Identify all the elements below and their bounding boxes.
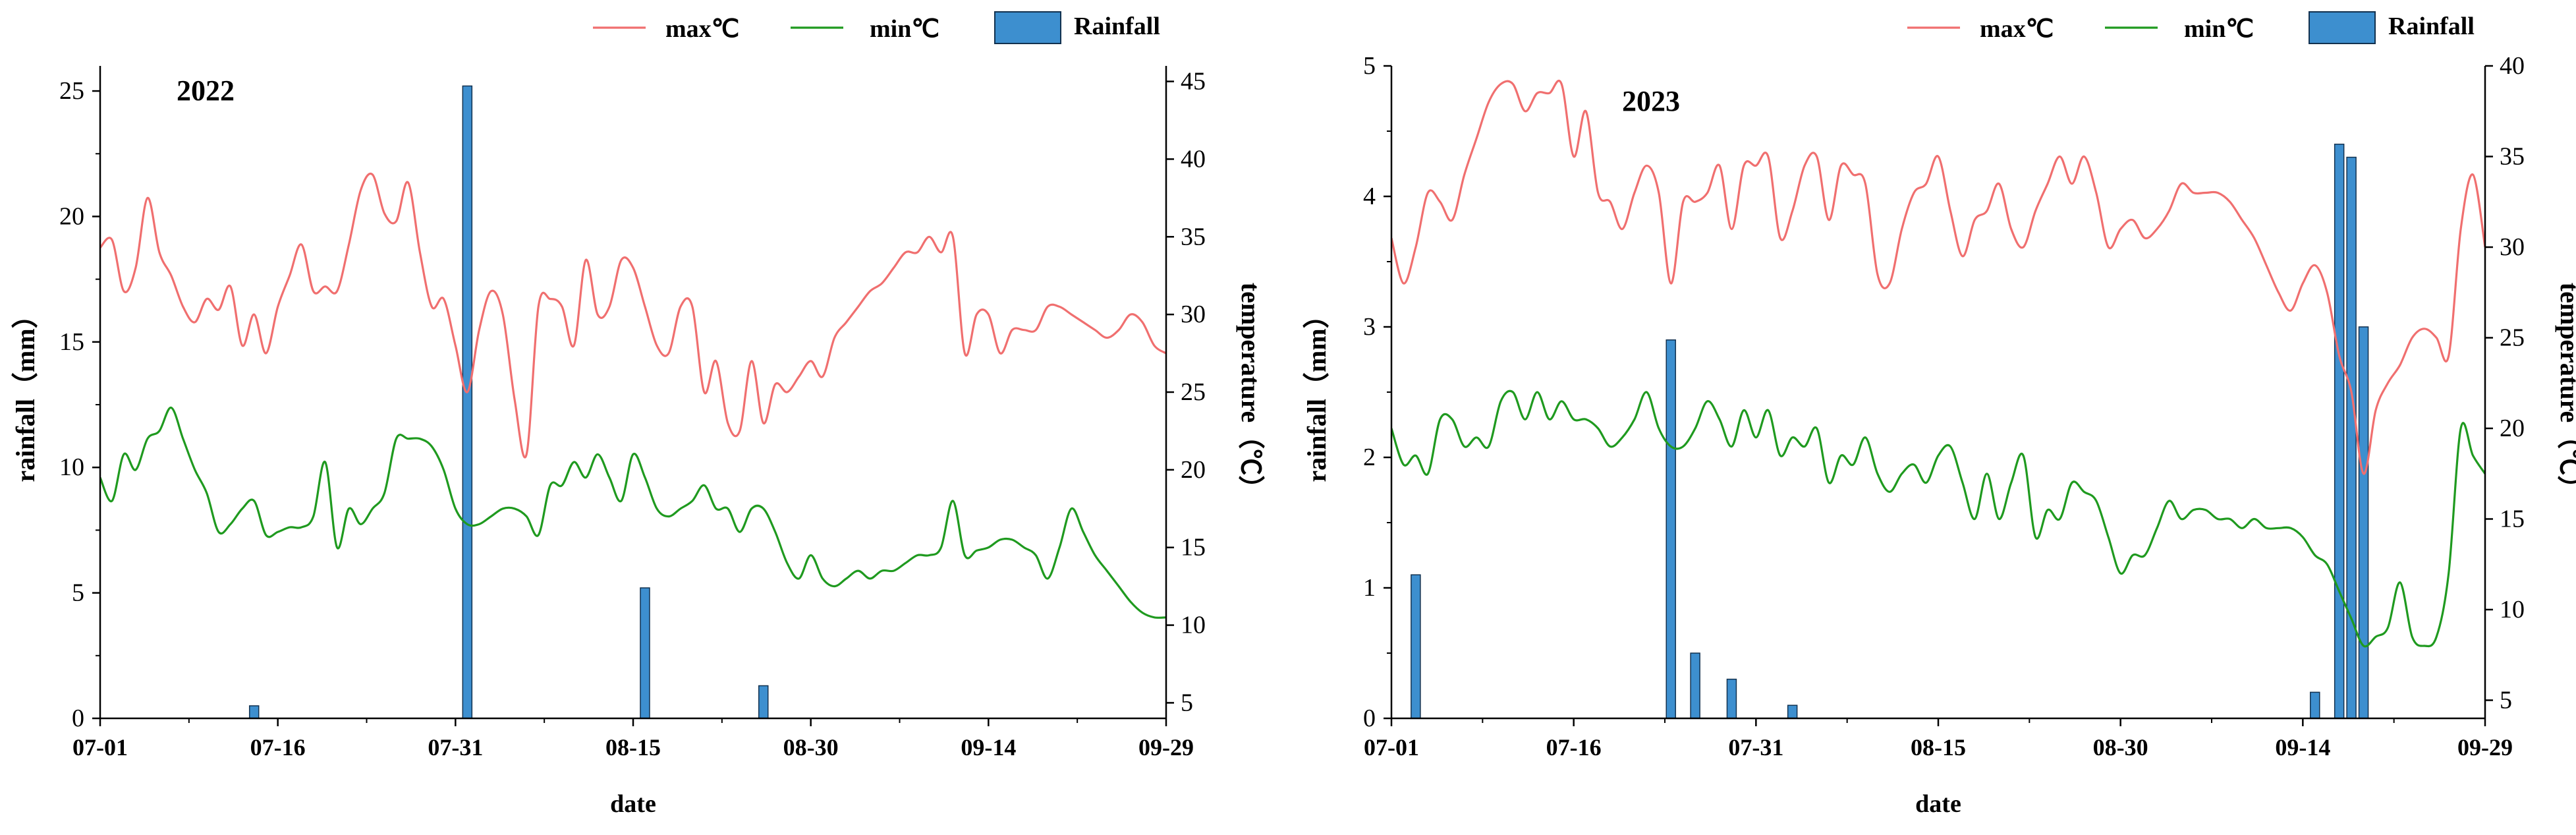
x-tick-label: 08-15	[1911, 734, 1966, 761]
left-tick-label: 3	[1363, 313, 1376, 341]
right-tick-label: 30	[1181, 301, 1206, 328]
x-tick-label: 09-14	[961, 734, 1016, 761]
x-tick-label: 08-15	[605, 734, 661, 761]
left-axis-title: rainfall（mm）	[11, 302, 40, 482]
right-axis-title: temperature（℃）	[2555, 283, 2576, 502]
legend-min-label: min℃	[870, 15, 939, 43]
x-tick-label: 07-01	[72, 734, 128, 761]
min-temp-line	[1391, 389, 2485, 648]
rainfall-bar	[1411, 574, 1421, 719]
right-tick-label: 25	[1181, 378, 1206, 406]
rainfall-bar	[2358, 326, 2369, 719]
chart-2023-panel: 0 1 2 3 4 5 5 10 15 20 25 30 35 40 07-01 07-16 07-31 08-1…	[1302, 11, 2576, 818]
chart-2022-panel: 0 5 10 15 20 25 5 10 15 20 25 30 35 40 45 07-01 07-16 07-…	[11, 11, 1266, 818]
rainfall-bar	[248, 705, 260, 719]
rainfall-bar	[462, 85, 473, 719]
left-tick-label: 4	[1363, 183, 1376, 210]
legend: max℃ min℃ Rainfall	[593, 11, 1160, 44]
left-tick-label: 0	[72, 705, 84, 732]
right-tick-label: 25	[2500, 324, 2525, 352]
legend-rainfall-swatch	[994, 11, 1061, 44]
x-axis-title: date	[1915, 790, 1961, 818]
left-tick-label: 0	[1363, 705, 1376, 732]
rainfall-bar	[2310, 691, 2320, 719]
legend-max-label: max℃	[665, 15, 739, 43]
rainfall-bar	[1690, 652, 1700, 719]
left-tick-label: 1	[1363, 574, 1376, 602]
right-tick-label: 45	[1181, 68, 1206, 96]
legend: max℃ min℃ Rainfall	[1907, 11, 2475, 44]
rainfall-bar	[2346, 156, 2357, 719]
x-tick-label: 07-16	[250, 734, 306, 761]
right-tick-label: 40	[1181, 145, 1206, 173]
x-tick-label: 08-30	[2093, 734, 2148, 761]
right-tick-label: 10	[2500, 596, 2525, 623]
min-temp-line	[100, 407, 1166, 619]
max-temp-line	[1391, 79, 2485, 475]
rainfall-bar	[640, 587, 650, 719]
x-tick-label: 09-29	[2457, 734, 2513, 761]
left-tick-label: 10	[59, 453, 84, 481]
legend-min-label: min℃	[2184, 15, 2254, 43]
left-tick-label: 20	[59, 202, 84, 230]
legend-rainfall-label: Rainfall	[2388, 13, 2475, 40]
left-tick-label: 5	[1363, 52, 1376, 80]
right-tick-label: 5	[2500, 687, 2512, 714]
right-tick-label: 40	[2500, 52, 2525, 80]
right-tick-label: 20	[2500, 415, 2525, 442]
legend-max-label: max℃	[1980, 15, 2054, 43]
left-tick-label: 5	[72, 579, 84, 607]
rainfall-bar	[1666, 339, 1676, 719]
right-tick-label: 20	[1181, 456, 1206, 484]
rainfall-bar	[758, 685, 769, 719]
legend-rainfall-swatch	[2309, 11, 2376, 44]
right-tick-label: 5	[1181, 689, 1193, 716]
right-tick-label: 15	[1181, 534, 1206, 561]
rainfall-bar	[1787, 705, 1798, 719]
left-tick-label: 25	[59, 77, 84, 105]
left-tick-label: 2	[1363, 444, 1376, 471]
x-tick-label: 07-16	[1546, 734, 1602, 761]
x-tick-label: 07-01	[1364, 734, 1419, 761]
right-tick-label: 10	[1181, 612, 1206, 639]
right-tick-label: 30	[2500, 233, 2525, 261]
rainfall-bar	[2334, 144, 2345, 719]
x-tick-label: 07-31	[428, 734, 483, 761]
panel-year-label: 2022	[177, 74, 235, 107]
right-tick-label: 35	[2500, 143, 2525, 171]
max-temp-line	[100, 172, 1166, 459]
left-tick-label: 15	[59, 328, 84, 356]
right-axis-title: temperature（℃）	[1236, 283, 1266, 502]
legend-rainfall-label: Rainfall	[1074, 13, 1160, 40]
x-tick-label: 07-31	[1728, 734, 1783, 761]
x-tick-label: 09-29	[1138, 734, 1194, 761]
x-tick-label: 08-30	[783, 734, 839, 761]
right-tick-label: 15	[2500, 505, 2525, 533]
x-tick-label: 09-14	[2275, 734, 2330, 761]
left-axis-title: rainfall（mm）	[1302, 302, 1331, 482]
x-axis-title: date	[610, 790, 656, 818]
panel-year-label: 2023	[1622, 85, 1680, 117]
right-tick-label: 35	[1181, 223, 1206, 250]
rainfall-bar	[1726, 678, 1737, 719]
